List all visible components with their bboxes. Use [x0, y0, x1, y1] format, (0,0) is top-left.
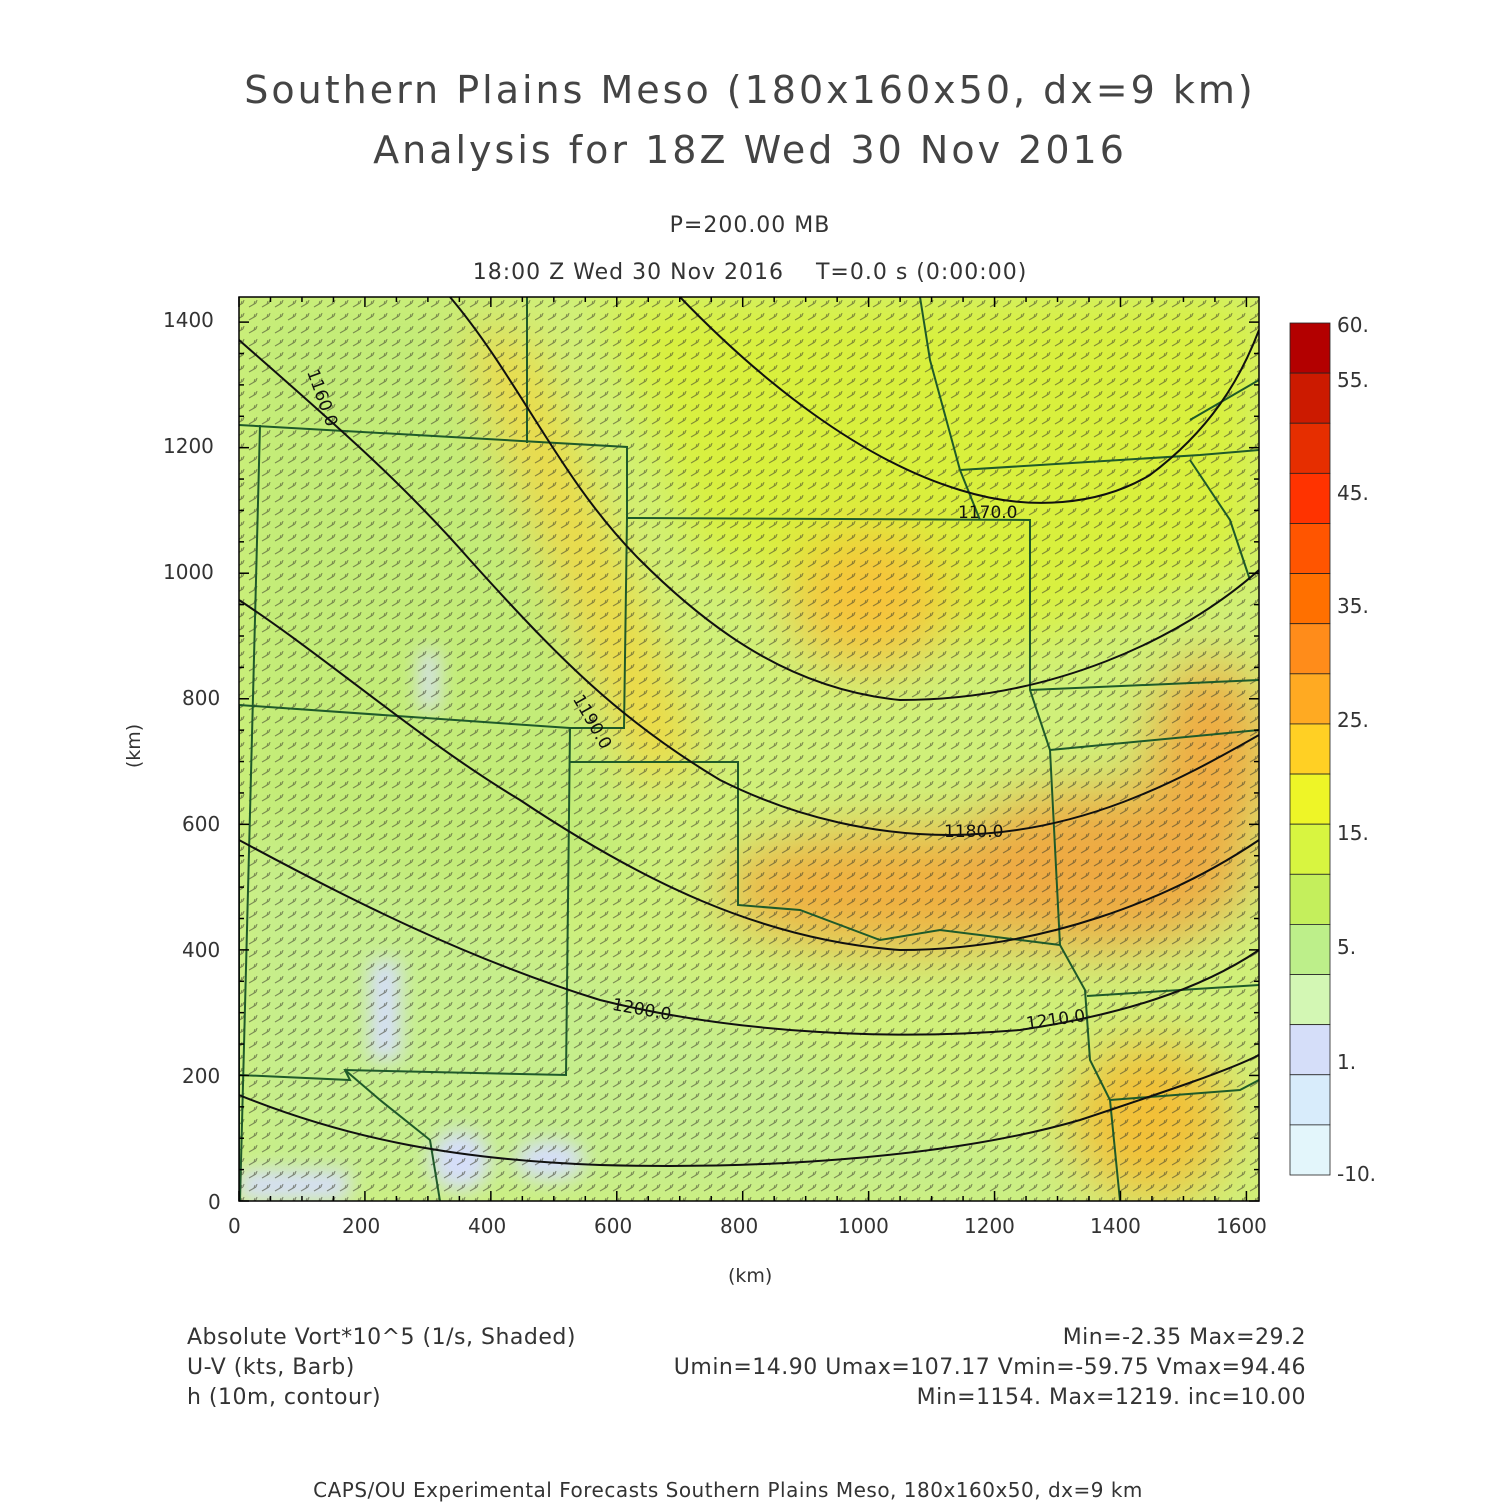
- y-tick-400: 400: [182, 938, 221, 962]
- x-tick-1000: 1000: [838, 1214, 889, 1238]
- colorbar-swatch: [1289, 974, 1331, 1026]
- x-tick-800: 800: [720, 1214, 759, 1238]
- colorbar-swatch: [1289, 523, 1331, 574]
- x-tick-1400: 1400: [1090, 1214, 1141, 1238]
- colorbar-swatch: [1289, 723, 1331, 775]
- y-tick-200: 200: [182, 1064, 221, 1088]
- y-tick-1200: 1200: [163, 434, 214, 458]
- colorbar-label-1: 1.: [1337, 1050, 1357, 1074]
- y-tick-600: 600: [182, 812, 221, 836]
- y-tick-1400: 1400: [163, 308, 214, 332]
- colorbar-swatch: [1289, 573, 1331, 625]
- height-stats: Min=1154. Max=1219. inc=10.00: [916, 1385, 1306, 1410]
- colorbar-swatch: [1289, 873, 1331, 925]
- height-legend-label: h (10m, contour): [187, 1385, 382, 1410]
- colorbar-swatch: [1289, 773, 1331, 825]
- pressure-level: P=200.00 MB: [669, 213, 831, 238]
- x-tick-1200: 1200: [964, 1214, 1015, 1238]
- colorbar-label-55: 55.: [1337, 368, 1369, 392]
- colorbar-swatch: [1289, 1124, 1331, 1176]
- colorbar-swatch: [1289, 823, 1331, 875]
- colorbar-label-35: 35.: [1337, 594, 1369, 618]
- footer-credit: CAPS/OU Experimental Forecasts Southern …: [313, 1478, 1143, 1502]
- colorbar-label-60: 60.: [1337, 313, 1369, 337]
- colorbar-swatch: [1289, 422, 1331, 474]
- x-tick-200: 200: [342, 1214, 381, 1238]
- colorbar: [1289, 322, 1331, 1176]
- y-tick-800: 800: [182, 686, 221, 710]
- y-tick-1000: 1000: [163, 560, 214, 584]
- vort-stats: Min=-2.35 Max=29.2: [1062, 1325, 1306, 1350]
- colorbar-label-5: 5.: [1337, 935, 1357, 959]
- colorbar-swatch: [1289, 1024, 1331, 1076]
- y-axis-label: (km): [123, 723, 146, 769]
- valid-time: 18:00 Z Wed 30 Nov 2016 T=0.0 s (0:00:00…: [472, 260, 1028, 285]
- title-line-2: Analysis for 18Z Wed 30 Nov 2016: [373, 128, 1127, 172]
- colorbar-label-25: 25.: [1337, 708, 1369, 732]
- y-tick-0: 0: [208, 1190, 221, 1214]
- vort-legend-label: Absolute Vort*10^5 (1/s, Shaded): [187, 1325, 576, 1350]
- vorticity-field: [239, 297, 1259, 1201]
- x-axis-label: (km): [728, 1265, 773, 1287]
- contour-label-1180: 1180.0: [944, 822, 1004, 842]
- wind-stats: Umin=14.90 Umax=107.17 Vmin=-59.75 Vmax=…: [673, 1355, 1306, 1380]
- colorbar-label-minus-10: -10.: [1337, 1162, 1377, 1186]
- colorbar-swatch: [1289, 673, 1331, 725]
- colorbar-swatch: [1289, 372, 1331, 424]
- x-tick-0: 0: [228, 1214, 241, 1238]
- x-tick-400: 400: [468, 1214, 507, 1238]
- colorbar-swatch: [1289, 924, 1331, 975]
- plot-frame: [238, 296, 1260, 1202]
- colorbar-swatch: [1289, 322, 1331, 374]
- x-tick-1600: 1600: [1216, 1214, 1267, 1238]
- wind-legend-label: U-V (kts, Barb): [187, 1355, 355, 1380]
- contour-label-1170: 1170.0: [958, 503, 1018, 523]
- colorbar-label-15: 15.: [1337, 821, 1369, 845]
- colorbar-label-45: 45.: [1337, 481, 1369, 505]
- x-tick-600: 600: [594, 1214, 633, 1238]
- state-borders: [239, 297, 1259, 1201]
- colorbar-swatch: [1289, 623, 1331, 675]
- height-contours: [239, 297, 1259, 1167]
- axis-ticks: [238, 297, 1259, 1202]
- colorbar-swatch: [1289, 1074, 1331, 1126]
- title-line-1: Southern Plains Meso (180x160x50, dx=9 k…: [244, 68, 1256, 112]
- colorbar-swatch: [1289, 472, 1331, 524]
